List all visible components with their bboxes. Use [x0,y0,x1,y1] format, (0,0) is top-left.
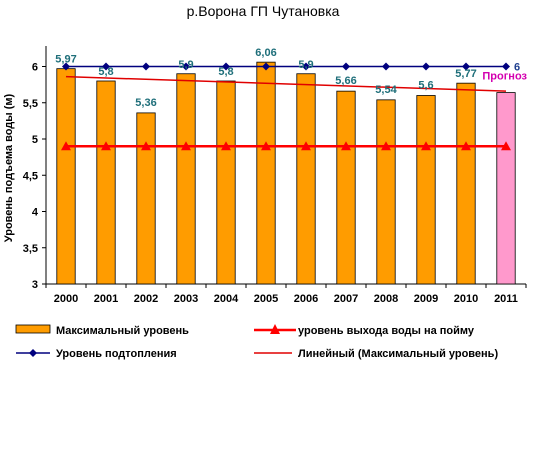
inundation-marker [182,62,190,71]
bar-value-label: 5,54 [375,84,397,96]
inundation-marker [102,62,110,71]
bar-value-label: 5,9 [298,59,313,71]
bar-value-label: 5,66 [335,75,356,87]
x-tick-label: 2011 [494,293,518,305]
floodplain-marker [341,141,351,151]
x-tick-label: 2001 [94,293,118,305]
y-tick-label: 3 [32,279,38,291]
bar-2000 [56,68,76,285]
x-tick-label: 2007 [334,293,358,305]
inundation-marker [462,62,470,71]
x-tick-label: 2000 [54,293,78,305]
inundation-marker [62,62,70,71]
bar-2001 [96,80,116,285]
x-tick-label: 2004 [214,293,239,305]
x-tick-label: 2010 [454,293,478,305]
x-tick-label: 2009 [414,293,438,305]
bar-value-label: 5,97 [55,54,76,66]
floodplain-marker [221,141,231,151]
floodplain-marker [61,141,71,151]
legend-bar-swatch [15,324,51,334]
y-tick-label: 4 [32,207,39,219]
legend-label-inundation: Уровень подтопления [56,348,177,360]
inundation-marker [382,62,390,71]
floodplain-marker [381,141,391,151]
legend: Максимальный уровень уровень выхода воды … [15,324,498,360]
floodplain-marker [501,141,511,151]
x-tick-label: 2006 [294,293,318,305]
inundation-marker [142,62,150,71]
y-tick-label: 6 [32,62,38,74]
inundation-marker [342,62,350,71]
bar-2011 [496,92,516,285]
legend-label-max-level: Максимальный уровень [56,325,189,337]
bar-2002 [136,112,156,285]
inundation-marker [222,62,230,71]
bar-value-label: 5,6 [418,80,433,92]
floodplain-marker [141,141,151,151]
forecast-note: Прогноз [482,71,527,83]
floodplain-marker [261,141,271,151]
x-tick-label: 2003 [174,293,198,305]
y-tick-label: 3,5 [23,243,38,255]
legend-inundation-marker [29,349,37,357]
bar-value-label: 5,77 [455,68,476,80]
x-tick-label: 2002 [134,293,158,305]
y-axis-label: Уровень подъема воды (м) [3,93,15,242]
inundation-marker [502,62,510,71]
bar-2004 [216,80,236,285]
plot-area: 3 3,5 4 4,5 5 5,5 6 Уровень подъема воды (м) 200… [3,46,528,305]
legend-floodplain-marker [270,324,280,334]
chart-title: р.Ворона ГП Чутановка [187,3,340,19]
floodplain-marker [181,141,191,151]
bar-2008 [376,99,396,285]
bar-value-label: 5,36 [135,97,156,109]
legend-label-floodplain: уровень выхода воды на пойму [298,325,475,337]
bar-value-label: 5,8 [218,66,233,78]
inundation-last-label: 6 [514,62,520,74]
inundation-marker [422,62,430,71]
bar-value-label: 5,9 [178,59,193,71]
inundation-marker [262,62,270,71]
bar-2009 [416,95,436,285]
bar-2003 [176,73,196,285]
floodplain-marker [101,141,111,151]
floodplain-marker [461,141,471,151]
floodplain-marker [421,141,431,151]
legend-label-trendline: Линейный (Максимальный уровень) [298,348,498,360]
bar-value-label: 5,8 [98,66,113,78]
bar-2007 [336,90,356,285]
y-tick-label: 4,5 [23,170,38,182]
bar-value-label: 6,06 [255,47,276,59]
bar-2006 [296,73,316,285]
y-tick-label: 5,5 [23,98,38,110]
inundation-marker [302,62,310,71]
y-tick-label: 5 [32,134,38,146]
bar-2005 [256,61,276,285]
floodplain-marker [301,141,311,151]
x-tick-label: 2005 [254,293,278,305]
trendline [65,75,507,92]
bar-2010 [456,82,476,285]
x-tick-label: 2008 [374,293,398,305]
